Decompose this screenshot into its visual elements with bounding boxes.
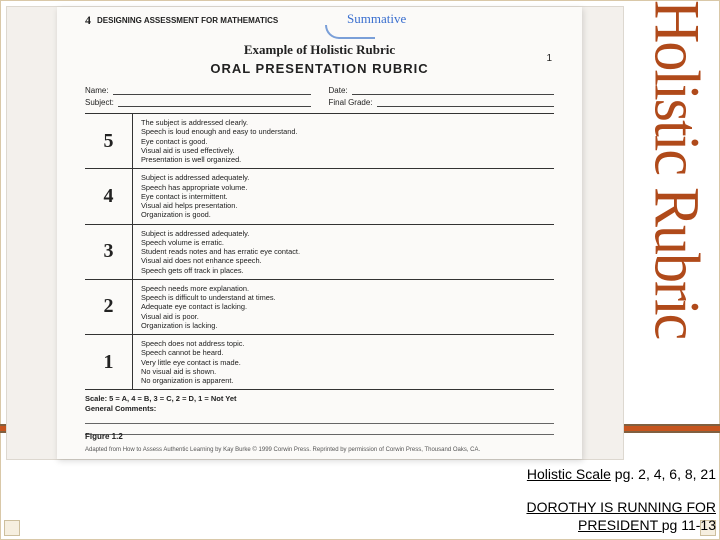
rubric-title: ORAL PRESENTATION RUBRIC (85, 61, 554, 76)
example-heading: Example of Holistic Rubric (85, 42, 554, 58)
criteria-text: The subject is addressed clearly. Speech… (141, 118, 546, 164)
caption-text: pg. 2, 4, 6, 8, 21 (611, 466, 716, 482)
meta-fields: Name: Date: Subject: Final Grade: (85, 86, 554, 107)
caption-dorothy: DOROTHY IS RUNNING FOR PRESIDENT pg 11-1… (456, 499, 716, 534)
field-label: Final Grade: (329, 98, 373, 107)
field-label: Subject: (85, 98, 114, 107)
field-label: Date: (329, 86, 348, 95)
score-cell: 2 (85, 280, 133, 334)
table-row: 3 Subject is addressed adequately. Speec… (85, 225, 554, 280)
score-cell: 1 (85, 335, 133, 389)
score-cell: 3 (85, 225, 133, 279)
general-comments-label: General Comments: (85, 404, 156, 413)
criteria-text: Subject is addressed adequately. Speech … (141, 229, 546, 275)
blank-line (85, 416, 554, 424)
table-row: 2 Speech needs more explanation. Speech … (85, 280, 554, 335)
criteria-text: Speech does not address topic. Speech ca… (141, 339, 546, 385)
corner-mark: 1 (546, 53, 552, 64)
rubric-page: 4 DESIGNING ASSESSMENT FOR MATHEMATICS S… (57, 7, 582, 459)
arrow-swoosh-icon (325, 25, 375, 39)
criteria-text: Speech needs more explanation. Speech is… (141, 284, 546, 330)
criteria-text: Subject is addressed adequately. Speech … (141, 173, 546, 219)
blank-line (85, 427, 554, 435)
slide-title-vertical: Holistic Rubric (639, 0, 714, 338)
table-row: 5 The subject is addressed clearly. Spee… (85, 114, 554, 169)
figure-caption: Figure 1.2 (85, 432, 123, 441)
credit-line: Adapted from How to Assess Authentic Lea… (85, 447, 554, 453)
caption-text: pg 11-13 (662, 517, 716, 533)
table-row: 1 Speech does not address topic. Speech … (85, 335, 554, 390)
corner-ornament (4, 520, 20, 536)
scale-line: Scale: 5 = A, 4 = B, 3 = C, 2 = D, 1 = N… (85, 394, 237, 403)
score-cell: 4 (85, 169, 133, 223)
rubric-table: 5 The subject is addressed clearly. Spee… (85, 113, 554, 390)
page-number: 4 (85, 13, 91, 28)
rubric-scan: 4 DESIGNING ASSESSMENT FOR MATHEMATICS S… (6, 6, 624, 460)
score-cell: 5 (85, 114, 133, 168)
table-row: 4 Subject is addressed adequately. Speec… (85, 169, 554, 224)
link-holistic-scale[interactable]: Holistic Scale (527, 466, 611, 482)
field-label: Name: (85, 86, 109, 95)
section-label: DESIGNING ASSESSMENT FOR MATHEMATICS (97, 16, 278, 25)
caption-holistic-scale: Holistic Scale pg. 2, 4, 6, 8, 21 (486, 466, 716, 484)
